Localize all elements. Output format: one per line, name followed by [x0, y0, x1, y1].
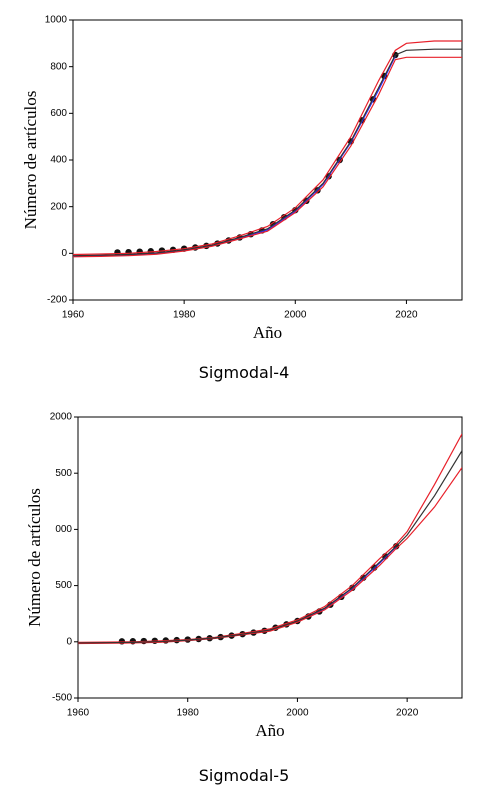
fit-line — [73, 48, 462, 257]
plot-frame — [77, 416, 463, 699]
caption: Sigmodal-5 — [199, 766, 290, 785]
y-tick-label: -500 — [52, 693, 72, 704]
x-tick-label: 2020 — [395, 310, 418, 321]
fit-line — [78, 546, 397, 644]
caption: Sigmodal-4 — [199, 363, 290, 382]
y-tick-label: 1000 — [45, 15, 68, 26]
y-axis-label: Número de artículos — [25, 488, 44, 627]
x-tick-label: 2020 — [396, 708, 419, 719]
y-tick-label: 500 — [55, 580, 72, 591]
y-tick-label: 0 — [66, 636, 72, 647]
y-tick-label: 2000 — [50, 412, 73, 423]
y-tick-label: 400 — [50, 155, 67, 166]
y-tick-label: 0 — [61, 248, 67, 259]
y-tick-label: 500 — [55, 468, 72, 479]
x-tick-label: 2000 — [286, 708, 309, 719]
fit-line — [73, 55, 396, 257]
x-tick-label: 1980 — [177, 708, 200, 719]
y-tick-label: 200 — [50, 201, 67, 212]
fit-line — [78, 467, 462, 645]
x-tick-label: 1960 — [67, 708, 90, 719]
x-tick-label: 2000 — [284, 310, 307, 321]
x-axis-label: Año — [253, 323, 282, 342]
plot-frame — [72, 19, 463, 301]
y-tick-label: 000 — [55, 524, 72, 535]
y-tick-label: 800 — [50, 61, 67, 72]
y-tick-label: -200 — [47, 295, 67, 306]
fit-line — [73, 56, 462, 258]
y-tick-label: 600 — [50, 108, 67, 119]
y-axis-label: Número de artículos — [21, 91, 40, 230]
x-tick-label: 1980 — [173, 310, 196, 321]
fit-line — [73, 40, 462, 256]
x-tick-label: 1960 — [62, 310, 85, 321]
fit-line — [78, 450, 462, 644]
x-axis-label: Año — [255, 721, 284, 740]
fit-line — [78, 433, 462, 643]
